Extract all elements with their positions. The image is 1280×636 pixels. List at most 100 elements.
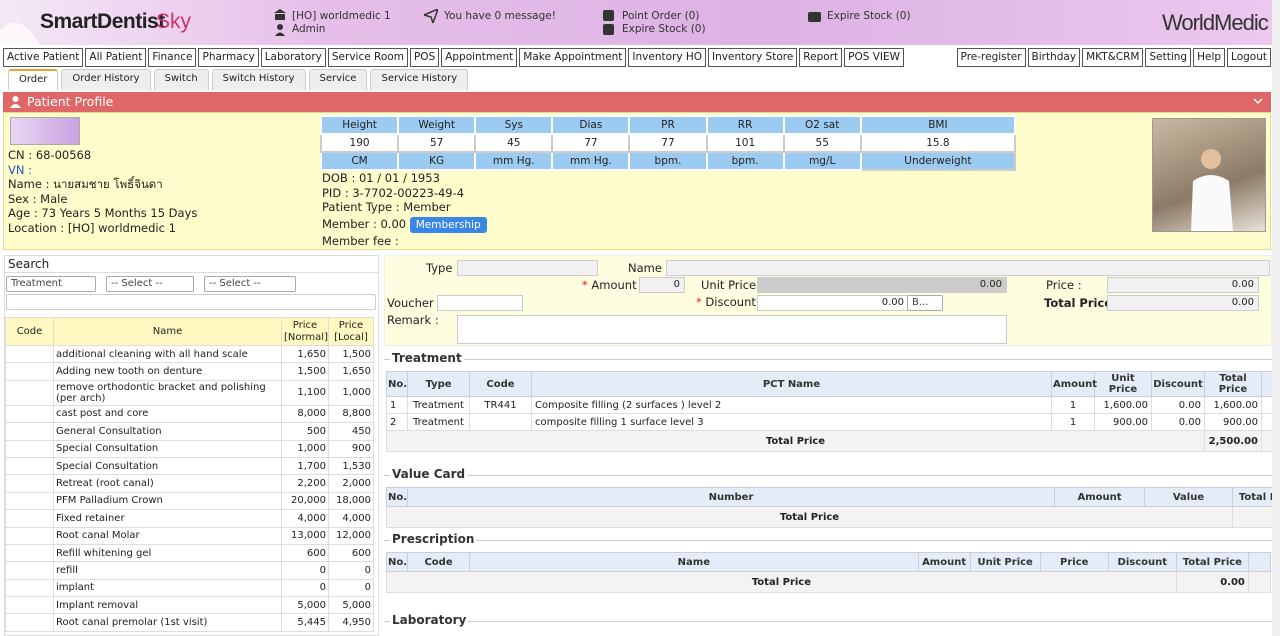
amount-input[interactable]: 0	[639, 277, 685, 293]
item-cell: 900.00	[1204, 413, 1262, 431]
header: SmartDentist Sky [HO] worldmedic 1 Admin…	[0, 0, 1280, 45]
item-cell	[469, 413, 532, 431]
tab[interactable]: Service History	[370, 69, 469, 90]
vitals-cell: 15.8	[859, 133, 1017, 153]
unit-price-input: 0.00	[757, 277, 1007, 293]
remark-input[interactable]	[457, 315, 1007, 344]
filter-select[interactable]: -- Select --	[204, 276, 296, 292]
user: Admin	[292, 23, 326, 35]
item-cell: 0.00	[1151, 396, 1205, 414]
vitals-row: CM KG mm Hg. mm Hg. bpm. bpm. mg/L Underweight	[319, 151, 1017, 171]
nav-button[interactable]: Inventory HO	[628, 48, 707, 67]
result-row[interactable]: General Consultation 500 450	[5, 422, 374, 441]
point-order[interactable]: Point Order (0)	[622, 10, 700, 22]
tab[interactable]: Order	[8, 69, 59, 90]
nav-button[interactable]: All Patient	[85, 48, 147, 67]
result-row[interactable]: Root canal Molar 13,000 12,000	[5, 526, 374, 545]
tab[interactable]: Order History	[61, 69, 151, 90]
nav-button[interactable]: Inventory Store	[708, 48, 798, 67]
vitals-cell: CM	[319, 151, 400, 171]
name-input[interactable]	[666, 260, 1270, 276]
expire-stock[interactable]: Expire Stock (0)	[827, 10, 911, 22]
name-cell: Retreat (root canal)	[53, 474, 282, 493]
vitals-cell: 101	[705, 133, 785, 153]
scrollbar	[1272, 0, 1280, 636]
nav-button[interactable]: Appointment	[441, 48, 518, 67]
order-icons	[603, 10, 614, 35]
nav-button[interactable]: Finance	[148, 48, 197, 67]
search-input[interactable]	[6, 294, 376, 310]
item-cell: Treatment	[407, 413, 470, 431]
nav-button[interactable]: MKT&CRM	[1082, 48, 1144, 67]
result-row[interactable]: Refill whitening gel 600 600	[5, 543, 374, 563]
column-header: Unit Price	[969, 552, 1041, 572]
discount-text: Discount :	[705, 295, 764, 309]
result-row[interactable]: refill 0 0	[5, 561, 374, 580]
filter-select[interactable]: Treatment	[6, 276, 96, 292]
total-value: 0.00	[1232, 506, 1280, 528]
member: Member : 0.00	[322, 216, 407, 231]
code-cell	[5, 578, 54, 598]
nav-button[interactable]: Laboratory	[260, 48, 326, 67]
result-row[interactable]: Retreat (root canal) 2,200 2,000	[5, 474, 374, 493]
tab[interactable]: Service	[308, 69, 368, 90]
result-row[interactable]: Fixed retainer 4,000 4,000	[5, 509, 374, 528]
vitals-cell: 57	[397, 133, 477, 153]
nav-button[interactable]: Birthday	[1027, 48, 1081, 67]
nav-button[interactable]: POS	[409, 48, 440, 67]
nav-button[interactable]: Pharmacy	[198, 48, 259, 67]
discount-input[interactable]: 0.00	[757, 295, 909, 311]
nav-button[interactable]: POS VIEW	[844, 48, 905, 67]
code-cell	[5, 456, 54, 476]
voucher-input[interactable]	[437, 295, 523, 311]
result-row[interactable]: Implant removal 5,000 5,000	[5, 596, 374, 615]
vitals-cell: mg/L	[782, 151, 862, 171]
item-row: 2 Treatment composite filling 1 surface le…	[386, 413, 1280, 431]
message-link[interactable]: You have 0 message!	[444, 10, 556, 22]
nav-button[interactable]: Logout	[1227, 48, 1271, 67]
spacer	[1247, 552, 1272, 572]
nav-button[interactable]: Service Room	[327, 48, 408, 67]
price-label: Price :	[1046, 278, 1082, 292]
price-cell: 20,000	[281, 491, 329, 511]
result-row[interactable]: additional cleaning with all hand scale 1…	[5, 344, 374, 364]
collapse-icon[interactable]	[1253, 98, 1263, 105]
result-row[interactable]: remove orthodontic bracket and polishing…	[5, 379, 374, 406]
price-cell: 1,000	[281, 439, 329, 458]
nav-button[interactable]: Help	[1193, 48, 1226, 67]
result-row[interactable]: Adding new tooth on denture 1,500 1,650	[5, 362, 374, 381]
nav-button[interactable]: Active Patient	[3, 48, 84, 67]
membership-button[interactable]: Membership	[409, 216, 487, 233]
type-label: Type :	[426, 261, 460, 275]
header-row: No. Type Code PCT Name Amount Unit Price Disco…	[386, 371, 1280, 397]
section-line	[384, 475, 1272, 476]
price-cell: 2,000	[328, 474, 374, 493]
total-value: 2,500.00	[1204, 430, 1262, 452]
type-input[interactable]	[457, 260, 598, 276]
age: Age : 73 Years 5 Months 15 Days	[8, 206, 198, 221]
result-row[interactable]: Root canal premolar (1st visit) 5,445 4,95…	[5, 613, 374, 632]
vitals-cell: 55	[782, 133, 862, 153]
nav-button[interactable]: Make Appointment	[519, 48, 627, 67]
tab[interactable]: Switch History	[211, 69, 306, 90]
result-row[interactable]: Special Consultation 1,700 1,530	[5, 456, 374, 476]
nav-button[interactable]: Setting	[1145, 48, 1192, 67]
expire-stock[interactable]: Expire Stock (0)	[622, 23, 706, 35]
result-row[interactable]: cast post and core 8,000 8,800	[5, 404, 374, 424]
item-cell: 1,600.00	[1204, 396, 1262, 414]
column-header: Total Price	[1232, 487, 1280, 507]
tab[interactable]: Switch	[153, 69, 209, 90]
code-cell	[5, 543, 54, 563]
nav-button[interactable]: Report	[799, 48, 843, 67]
result-row[interactable]: implant 0 0	[5, 578, 374, 598]
price-cell: 4,000	[328, 509, 374, 528]
result-row[interactable]: PFM Palladium Crown 20,000 18,000	[5, 491, 374, 511]
filter-select[interactable]: -- Select --	[106, 276, 194, 292]
result-row[interactable]: Special Consultation 1,000 900	[5, 439, 374, 458]
column-header: Unit Price	[1094, 371, 1152, 397]
nav-button[interactable]: Pre-register	[956, 48, 1026, 67]
discount-unit[interactable]: B...	[907, 295, 943, 311]
section-line	[384, 359, 1272, 360]
patient-name: Name : นายสมชาย โพธิ์จินดา	[8, 177, 163, 192]
